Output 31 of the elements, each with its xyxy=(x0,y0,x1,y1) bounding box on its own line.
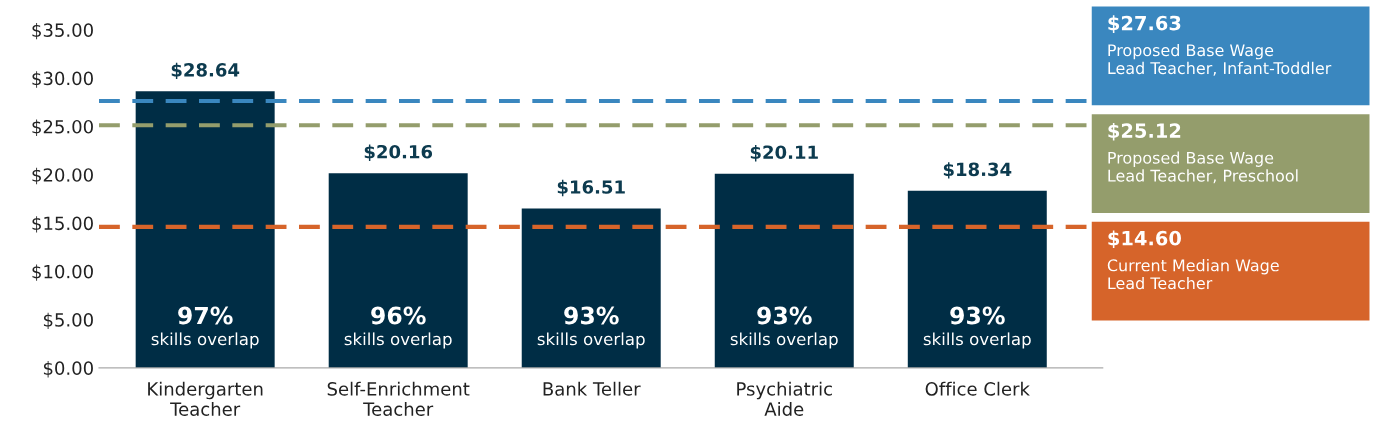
y-tick-label: $5.00 xyxy=(43,312,93,330)
bar xyxy=(714,173,854,368)
y-tick-label: $15.00 xyxy=(32,216,93,233)
annotation: 97% skills overlap xyxy=(151,306,259,349)
annotation: 96% skills overlap xyxy=(344,306,452,349)
annotation: 93% skills overlap xyxy=(923,306,1031,349)
annotation: 93% skills overlap xyxy=(730,306,838,349)
y-tick-label: $30.00 xyxy=(32,71,93,88)
data-label: $18.34 xyxy=(943,162,1012,179)
y-tick-label: $10.00 xyxy=(32,264,93,281)
x-tick-label: Kindergarten Teacher xyxy=(148,381,263,416)
data-label: $16.51 xyxy=(557,179,625,197)
bar xyxy=(135,91,275,368)
y-tick-label: $20.00 xyxy=(32,167,93,185)
data-label: $20.11 xyxy=(750,145,818,162)
x-tick-label: Self-Enrichment Teacher xyxy=(327,381,470,416)
bar xyxy=(328,173,468,368)
x-tick-label: Bank Teller xyxy=(543,381,641,396)
y-tick-label: $0.00 xyxy=(43,361,93,378)
bar xyxy=(907,190,1047,368)
ref-line-label: $27.63 Proposed Base Wage Lead Teacher, Infant-Toddler xyxy=(1108,15,1332,76)
y-tick-label: $35.00 xyxy=(32,22,93,40)
data-label: $28.64 xyxy=(171,62,240,80)
y-tick-label: $25.00 xyxy=(32,119,93,136)
x-tick-label: Psychiatric Aide xyxy=(737,381,832,416)
bar xyxy=(521,208,661,368)
ref-line-label: $14.60 Current Median Wage Lead Teacher xyxy=(1107,230,1279,290)
annotation: 93% skills overlap xyxy=(537,306,645,349)
ref-line-label: $25.12 Proposed Base Wage Lead Teacher, Preschool xyxy=(1108,122,1298,184)
x-tick-label: Office Clerk xyxy=(925,381,1030,396)
data-label: $20.16 xyxy=(364,144,433,161)
